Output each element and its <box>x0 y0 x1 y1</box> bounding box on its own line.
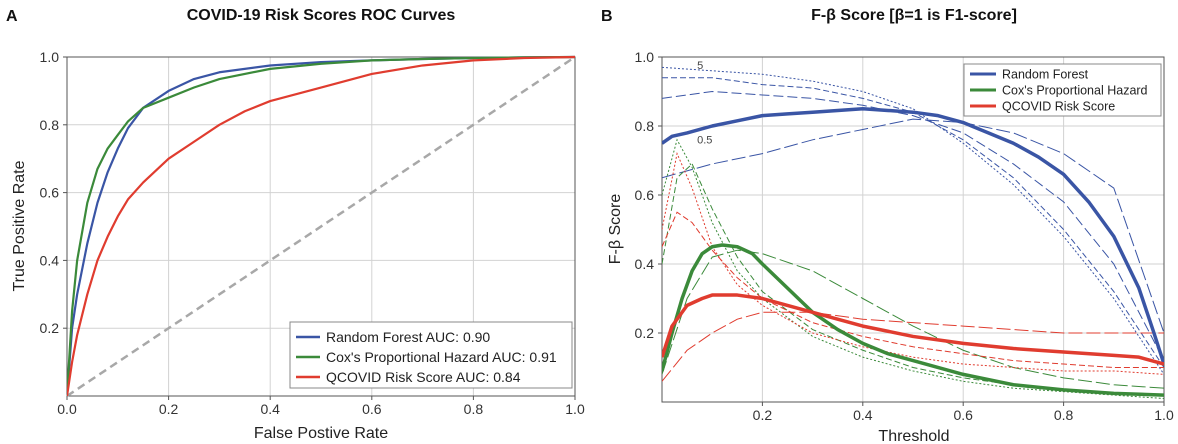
panel-letter-a: A <box>6 8 18 25</box>
y-tick-label: 0.8 <box>40 117 60 133</box>
y-axis-label: F-β Score <box>607 194 624 265</box>
y-tick-label: 0.8 <box>635 118 655 134</box>
y-tick-label: 0.6 <box>635 187 655 203</box>
y-tick-label: 1.0 <box>635 49 655 65</box>
legend-box <box>963 63 1162 117</box>
y-tick-label: 0.4 <box>40 252 60 268</box>
beta-variant-line-qcovid <box>662 151 1164 375</box>
x-tick-label: 1.0 <box>565 401 585 417</box>
legend-label-qcovid: QCOVID Risk Score <box>1002 100 1115 114</box>
series-line-cox <box>67 55 575 396</box>
y-tick-label: 0.2 <box>635 325 655 341</box>
legend-box <box>289 321 573 389</box>
legend-label-cox: Cox's Proportional Hazard <box>1002 84 1148 98</box>
x-tick-label: 0.6 <box>953 407 973 423</box>
x-tick-label: 0.4 <box>260 401 280 417</box>
chart-title: F-β Score [β=1 is F1-score] <box>811 7 1017 24</box>
legend-label-rf: Random Forest <box>1002 68 1089 82</box>
x-tick-label: 0.6 <box>362 401 382 417</box>
beta-variant-line-rf <box>662 118 1164 334</box>
beta-variant-line-rf <box>662 90 1164 361</box>
series-line-rf <box>662 107 1164 365</box>
legend-label-rf: Random Forest AUC: 0.90 <box>326 329 490 345</box>
series-line-qcovid <box>662 293 1164 366</box>
x-axis-label: Threshold <box>878 428 949 444</box>
x-tick-label: 0.2 <box>753 407 773 423</box>
y-axis-label: True Positive Rate <box>11 160 28 291</box>
series-line-qcovid <box>67 55 575 396</box>
beta-variant-line-qcovid <box>662 311 1164 382</box>
x-tick-label: 0.8 <box>464 401 484 417</box>
chance-diagonal-line <box>66 55 576 398</box>
series-line-cox <box>662 243 1164 397</box>
x-tick-label: 0.0 <box>57 401 77 417</box>
x-tick-label: 0.2 <box>159 401 179 417</box>
y-tick-label: 0.4 <box>635 256 655 272</box>
beta-annotation-5: 5 <box>697 60 703 72</box>
plot-frame <box>66 56 576 397</box>
x-tick-label: 1.0 <box>1154 407 1174 423</box>
panel-letter-b: B <box>601 8 613 25</box>
beta-variant-line-qcovid <box>662 211 1164 368</box>
y-tick-label: 0.6 <box>40 185 60 201</box>
x-axis-label: False Postive Rate <box>254 425 388 442</box>
chart-title: COVID-19 Risk Scores ROC Curves <box>187 7 456 24</box>
x-tick-label: 0.8 <box>1054 407 1074 423</box>
legend-label-cox: Cox's Proportional Hazard AUC: 0.91 <box>326 349 557 365</box>
x-tick-label: 0.4 <box>853 407 873 423</box>
beta-variant-line-cox <box>662 249 1164 389</box>
beta-variant-line-rf <box>662 66 1164 375</box>
y-tick-label: 0.2 <box>40 320 60 336</box>
y-tick-label: 1.0 <box>40 49 60 65</box>
beta-variant-line-cox <box>662 138 1164 400</box>
legend-label-qcovid: QCOVID Risk Score AUC: 0.84 <box>326 369 521 385</box>
beta-annotation-0-5: 0.5 <box>697 134 712 146</box>
